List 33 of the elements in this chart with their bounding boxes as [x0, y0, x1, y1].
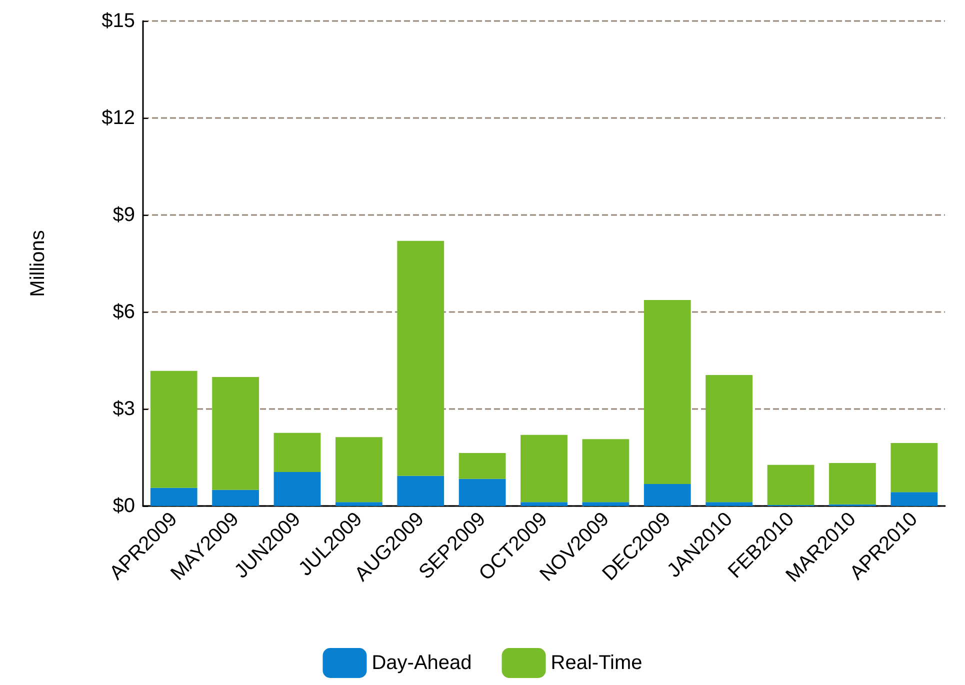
bar — [582, 439, 630, 502]
bar — [458, 478, 506, 506]
bar — [644, 300, 691, 484]
bar — [890, 492, 938, 506]
bar — [397, 476, 444, 506]
bar — [706, 375, 753, 502]
bar — [520, 434, 568, 502]
bar — [150, 488, 198, 506]
bar — [335, 437, 382, 502]
bar — [706, 502, 753, 506]
y-tick-label: $3 — [112, 398, 135, 420]
bar — [890, 442, 938, 492]
bar — [150, 370, 198, 488]
bar — [644, 484, 691, 506]
bar — [212, 490, 259, 506]
bar — [520, 502, 568, 506]
bar — [274, 432, 321, 472]
bar — [397, 240, 444, 476]
bar — [212, 376, 259, 490]
y-axis-title: Millions — [27, 230, 49, 297]
y-tick-label: $6 — [112, 301, 135, 323]
legend-label: Real-Time — [550, 652, 642, 674]
y-tick-label: $0 — [112, 495, 135, 517]
y-tick-label: $12 — [102, 107, 135, 129]
bar — [335, 502, 382, 506]
legend-label: Day-Ahead — [372, 652, 472, 674]
bar — [458, 452, 506, 479]
y-tick-label: $15 — [102, 10, 135, 32]
bar — [582, 502, 630, 506]
bar — [829, 462, 876, 504]
bar — [274, 472, 321, 506]
y-tick-label: $9 — [112, 204, 135, 226]
bar — [767, 464, 814, 506]
